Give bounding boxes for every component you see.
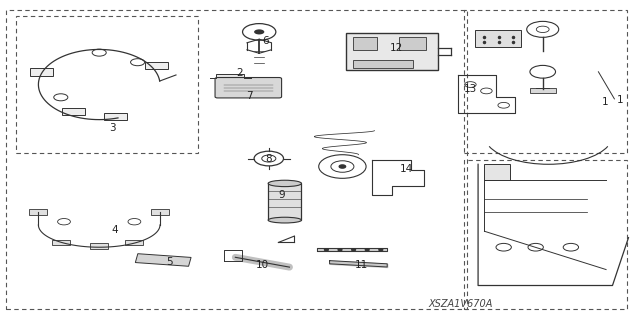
Text: 3: 3 <box>109 122 115 133</box>
Ellipse shape <box>268 217 301 223</box>
Bar <box>346 33 438 70</box>
Text: 8: 8 <box>266 154 272 165</box>
Circle shape <box>254 29 264 34</box>
FancyBboxPatch shape <box>104 113 127 120</box>
Text: 4: 4 <box>112 225 118 235</box>
Text: 12: 12 <box>390 43 403 53</box>
Text: XSZA1V670A: XSZA1V670A <box>429 299 493 309</box>
FancyBboxPatch shape <box>62 108 85 115</box>
Bar <box>464 10 627 153</box>
FancyBboxPatch shape <box>125 240 143 245</box>
FancyBboxPatch shape <box>52 240 70 245</box>
Circle shape <box>365 249 369 251</box>
FancyBboxPatch shape <box>29 209 47 215</box>
Text: 1: 1 <box>602 97 608 107</box>
Bar <box>475 30 521 47</box>
FancyBboxPatch shape <box>90 243 108 249</box>
Text: 10: 10 <box>256 260 269 270</box>
Bar <box>216 74 244 83</box>
Text: 9: 9 <box>278 189 285 200</box>
Ellipse shape <box>268 180 301 187</box>
FancyBboxPatch shape <box>151 209 169 215</box>
Circle shape <box>338 249 342 251</box>
Bar <box>353 60 413 68</box>
Text: 11: 11 <box>355 260 368 270</box>
FancyBboxPatch shape <box>145 62 168 69</box>
Text: 6: 6 <box>262 36 269 47</box>
Bar <box>16 16 198 153</box>
Circle shape <box>339 165 346 168</box>
Text: 1: 1 <box>617 95 623 106</box>
Bar <box>353 37 377 50</box>
Circle shape <box>379 249 383 251</box>
Text: 5: 5 <box>166 256 173 267</box>
Circle shape <box>324 249 328 251</box>
Bar <box>135 254 191 266</box>
Text: 13: 13 <box>464 84 477 94</box>
Text: 14: 14 <box>400 164 413 174</box>
Bar <box>464 160 627 309</box>
FancyBboxPatch shape <box>215 78 282 98</box>
Circle shape <box>352 249 356 251</box>
Bar <box>399 37 426 50</box>
Bar <box>484 164 510 180</box>
Text: 7: 7 <box>246 91 253 101</box>
Text: 2: 2 <box>237 68 243 78</box>
Bar <box>268 183 301 220</box>
FancyBboxPatch shape <box>30 68 53 76</box>
Bar <box>530 88 556 93</box>
Bar <box>6 10 467 309</box>
